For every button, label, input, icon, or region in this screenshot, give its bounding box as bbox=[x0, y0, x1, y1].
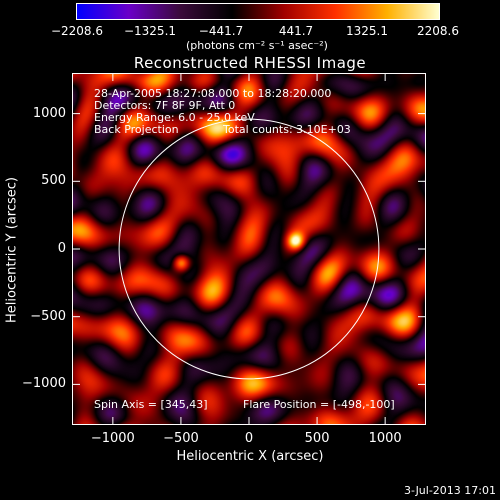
colorbar-tick: −2208.6 bbox=[50, 24, 104, 38]
y-tick-label: 0 bbox=[57, 241, 66, 256]
x-tick-label: 500 bbox=[304, 431, 330, 446]
info-line-energy: Energy Range: 6.0 - 25.0 keV bbox=[94, 111, 255, 124]
plot-area: 28-Apr-2005 18:27:08.000 to 18:28:20.000… bbox=[72, 73, 426, 425]
info-line-detectors: Detectors: 7F 8F 9F, Att 0 bbox=[94, 99, 236, 112]
flare-position-label: Flare Position = [-498,-100] bbox=[243, 398, 395, 411]
y-tick-label: 1000 bbox=[32, 105, 66, 121]
colorbar-units: (photons cm⁻² s⁻¹ asec⁻²) bbox=[186, 39, 328, 52]
y-axis-label: Heliocentric Y (arcsec) bbox=[4, 177, 20, 323]
info-line-counts: Total counts: 3.10E+03 bbox=[223, 123, 351, 136]
x-tick-label: −1000 bbox=[90, 431, 135, 446]
x-tick-label: −500 bbox=[163, 431, 199, 446]
colorbar bbox=[76, 3, 440, 20]
colorbar-ticks: −2208.6 −1325.1 −441.7 441.7 1325.1 2208… bbox=[0, 24, 500, 38]
x-tick-label: 0 bbox=[244, 431, 254, 446]
colorbar-gradient bbox=[77, 4, 439, 19]
y-tick-labels: 1000 500 0 −500 −1000 bbox=[0, 0, 70, 500]
x-axis-label: Heliocentric X (arcsec) bbox=[176, 449, 324, 464]
render-timestamp: 3-Jul-2013 17:01 bbox=[403, 484, 496, 497]
x-tick-label: 1000 bbox=[368, 431, 402, 446]
plot-overlay bbox=[72, 73, 426, 425]
info-line-method: Back Projection bbox=[94, 123, 179, 136]
y-tick-marks bbox=[72, 113, 426, 385]
colorbar-tick: −441.7 bbox=[198, 24, 244, 38]
y-tick-label: 500 bbox=[41, 173, 66, 189]
x-tick-labels: −1000 −500 0 500 1000 bbox=[0, 432, 500, 448]
solar-limb-circle bbox=[118, 118, 380, 380]
chart-title: Reconstructed RHESSI Image bbox=[133, 54, 367, 72]
colorbar-tick: 1325.1 bbox=[346, 24, 388, 38]
colorbar-tick: 2208.6 bbox=[417, 24, 459, 38]
colorbar-tick: −1325.1 bbox=[123, 24, 177, 38]
y-tick-label: −500 bbox=[30, 308, 66, 324]
y-tick-label: −1000 bbox=[22, 376, 66, 392]
colorbar-tick: 441.7 bbox=[278, 24, 314, 38]
info-line-time: 28-Apr-2005 18:27:08.000 to 18:28:20.000 bbox=[94, 87, 332, 100]
x-tick-marks bbox=[112, 73, 386, 425]
spin-axis-label: Spin Axis = [345,43] bbox=[94, 398, 208, 411]
heatmap-image bbox=[72, 73, 426, 425]
